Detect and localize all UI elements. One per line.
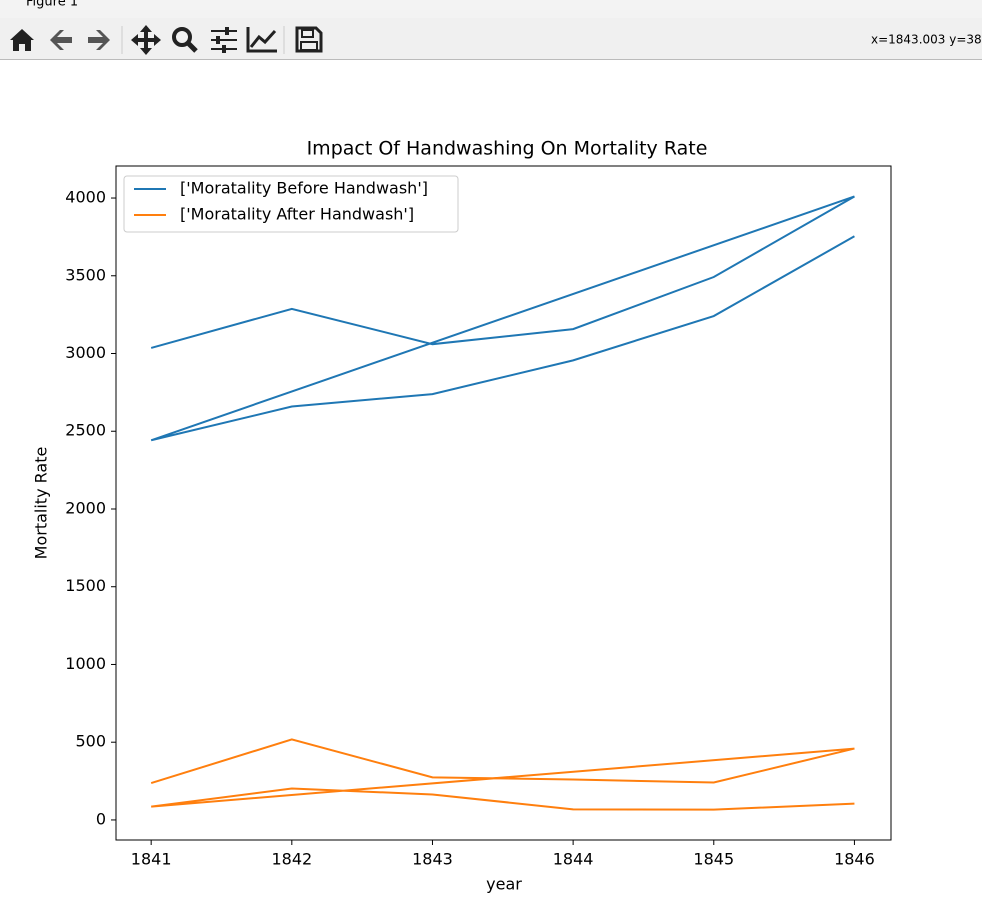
legend-label: ['Moratality After Handwash']: [180, 205, 414, 224]
configure-button[interactable]: [211, 27, 237, 53]
zoom-handle: [186, 41, 198, 53]
back-button[interactable]: [50, 30, 72, 50]
x-tick-label: 1841: [131, 850, 172, 869]
save-button[interactable]: [295, 26, 323, 53]
x-tick-label: 1846: [834, 850, 875, 869]
series-line: [150, 738, 855, 811]
y-tick-label: 2500: [65, 421, 106, 440]
plot-frame: [115, 165, 892, 841]
y-tick-label: 1500: [65, 576, 106, 595]
series-line: [150, 195, 855, 442]
title-bar: [0, 0, 982, 18]
y-tick-label: 4000: [65, 188, 106, 207]
y-tick-label: 3000: [65, 343, 106, 362]
forward-button[interactable]: [88, 30, 110, 50]
pan-button[interactable]: [131, 25, 161, 55]
x-axis-label: year: [486, 875, 522, 894]
zoom-button[interactable]: [172, 27, 192, 47]
y-tick-label: 1000: [65, 654, 106, 673]
coordinates: x=1843.003 y=3883: [871, 33, 982, 47]
toolbar: [0, 18, 982, 60]
legend-box: [123, 175, 459, 233]
edit-axis-button[interactable]: [246, 27, 277, 53]
y-tick-label: 2000: [65, 498, 106, 517]
legend-label: ['Moratality Before Handwash']: [180, 179, 428, 198]
y-axis-label: Mortality Rate: [32, 447, 51, 560]
y-tick-label: 3500: [65, 265, 106, 284]
window-title: Figure 1: [26, 0, 78, 10]
x-tick-label: 1842: [271, 850, 312, 869]
y-tick-label: 500: [75, 732, 106, 751]
y-tick-label: 0: [96, 809, 106, 828]
toolbar-icons: [10, 25, 323, 55]
home-button[interactable]: [10, 29, 34, 51]
x-tick-label: 1845: [693, 850, 734, 869]
x-tick-label: 1843: [412, 850, 453, 869]
chart-title: Impact Of Handwashing On Mortality Rate: [307, 138, 708, 160]
x-tick-label: 1844: [553, 850, 594, 869]
